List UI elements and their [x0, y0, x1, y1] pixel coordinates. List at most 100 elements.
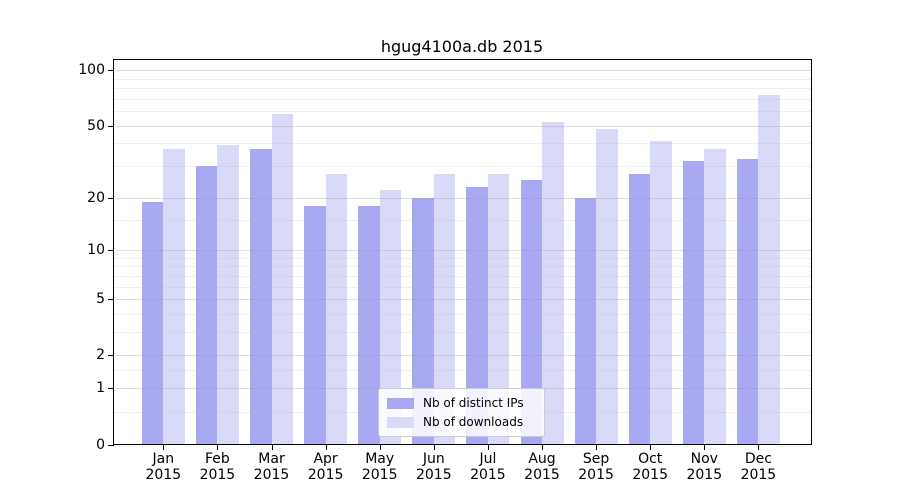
gridline-major-2	[114, 355, 811, 357]
gridline-major-5	[114, 299, 811, 301]
x-tick-month-may: May	[365, 451, 395, 467]
legend: Nb of distinct IPs Nb of downloads	[378, 388, 545, 437]
x-tick-year-nov: 2015	[686, 467, 723, 483]
gridline-minor-9	[114, 257, 811, 259]
x-tick-year-dec: 2015	[740, 467, 777, 483]
gridline-minor-8	[114, 266, 811, 268]
gridline-minor-3	[114, 332, 811, 334]
y-tick-mark-50	[107, 125, 114, 127]
x-tick-mark-mar	[271, 445, 273, 450]
gridline-major-20	[114, 197, 811, 199]
y-tick-label-2: 2	[96, 347, 105, 364]
x-tick-label-jun: Jun 2015	[399, 451, 469, 483]
x-tick-mark-apr	[325, 445, 327, 450]
y-tick-mark-2	[107, 355, 114, 357]
bar-nb-of-downloads-oct	[650, 141, 672, 445]
bar-nb-of-distinct-ips-may	[358, 205, 380, 445]
gridline-minor-15	[114, 219, 811, 221]
x-tick-mark-feb	[217, 445, 219, 450]
bar-nb-of-downloads-apr	[325, 174, 348, 445]
bar-nb-of-downloads-mar	[271, 113, 293, 445]
bar-nb-of-distinct-ips-feb	[195, 165, 218, 445]
bar-nb-of-distinct-ips-jul	[466, 186, 488, 445]
y-tick-mark-1	[107, 388, 114, 390]
chart-title: hgug4100a.db 2015	[380, 37, 544, 56]
gridline-minor-1_5	[114, 370, 811, 372]
x-tick-year-oct: 2015	[632, 467, 668, 483]
x-tick-label-oct: Oct 2015	[615, 451, 685, 483]
x-tick-month-aug: Aug	[528, 451, 556, 467]
x-tick-mark-oct	[650, 445, 652, 450]
bar-nb-of-distinct-ips-nov	[682, 160, 705, 445]
x-tick-mark-aug	[542, 445, 543, 450]
x-tick-year-jul: 2015	[470, 467, 506, 483]
x-tick-mark-may	[379, 445, 381, 450]
legend-swatch-downloads	[387, 416, 414, 428]
x-tick-mark-jul	[487, 445, 489, 450]
bar-nb-of-downloads-jan	[163, 149, 185, 445]
y-tick-label-20: 20	[87, 189, 105, 206]
x-tick-month-nov: Nov	[690, 451, 718, 467]
y-tick-label-50: 50	[87, 117, 105, 134]
x-tick-mark-sep	[596, 445, 598, 450]
y-tick-mark-10	[107, 250, 114, 252]
x-tick-month-oct: Oct	[638, 451, 663, 467]
bar-nb-of-downloads-dec	[758, 95, 780, 445]
y-tick-mark-100	[107, 70, 114, 72]
bar-nb-of-distinct-ips-apr	[304, 205, 326, 445]
y-tick-label-10: 10	[87, 242, 105, 259]
y-tick-label-0: 0	[96, 436, 105, 453]
gridline-major-50	[114, 125, 811, 127]
gridline-minor-40	[114, 143, 811, 145]
y-tick-mark-20	[107, 197, 114, 199]
x-tick-label-jul: Jul 2015	[453, 451, 523, 483]
x-tick-year-apr: 2015	[307, 467, 344, 483]
bar-nb-of-distinct-ips-sep	[574, 197, 597, 445]
x-tick-year-aug: 2015	[524, 467, 560, 483]
legend-item-downloads: Nb of downloads	[387, 415, 536, 429]
gridline-minor-7	[114, 275, 811, 277]
bar-nb-of-distinct-ips-dec	[736, 158, 759, 445]
gridline-major-100	[114, 70, 811, 72]
x-tick-mark-dec	[758, 445, 760, 450]
x-tick-month-apr: Apr	[313, 451, 338, 467]
x-tick-label-nov: Nov 2015	[669, 451, 739, 483]
x-tick-year-jun: 2015	[415, 467, 452, 483]
gridline-minor-30	[114, 165, 811, 167]
bar-nb-of-distinct-ips-jun	[412, 197, 434, 445]
x-tick-month-sep: Sep	[582, 451, 610, 467]
y-tick-mark-0	[107, 444, 114, 446]
y-tick-mark-5	[107, 299, 114, 301]
bar-nb-of-distinct-ips-jan	[141, 201, 164, 445]
y-tick-label-100: 100	[78, 62, 105, 79]
gridline-minor-6	[114, 286, 811, 288]
x-tick-label-sep: Sep 2015	[561, 451, 631, 483]
gridline-minor-80	[114, 88, 811, 90]
bar-nb-of-distinct-ips-aug	[520, 180, 542, 445]
x-tick-month-jul: Jul	[479, 451, 497, 467]
x-tick-label-mar: Mar 2015	[237, 451, 307, 483]
bar-nb-of-downloads-sep	[596, 128, 618, 445]
x-tick-year-sep: 2015	[578, 467, 614, 483]
x-tick-month-mar: Mar	[258, 451, 285, 467]
gridline-minor-4	[114, 313, 811, 315]
x-tick-mark-nov	[704, 445, 706, 450]
gridline-major-10	[114, 250, 811, 252]
x-tick-label-jan: Jan 2015	[128, 451, 198, 483]
x-tick-year-may: 2015	[361, 467, 398, 483]
x-tick-mark-jan	[163, 445, 165, 450]
x-tick-mark-jun	[433, 445, 435, 450]
bar-nb-of-downloads-jul	[487, 174, 510, 445]
gridline-minor-90	[114, 78, 811, 80]
x-tick-year-jan: 2015	[145, 467, 182, 483]
x-tick-label-dec: Dec 2015	[723, 451, 793, 483]
legend-swatch-distinct-ips	[387, 397, 414, 409]
legend-label-downloads: Nb of downloads	[423, 415, 524, 429]
bar-nb-of-downloads-jun	[433, 174, 456, 445]
y-tick-label-5: 5	[96, 291, 105, 308]
x-tick-label-aug: Aug 2015	[507, 451, 577, 483]
x-tick-label-may: May 2015	[345, 451, 415, 483]
x-tick-label-feb: Feb 2015	[182, 451, 252, 483]
bar-nb-of-downloads-nov	[704, 149, 726, 445]
bar-nb-of-downloads-feb	[217, 145, 239, 445]
